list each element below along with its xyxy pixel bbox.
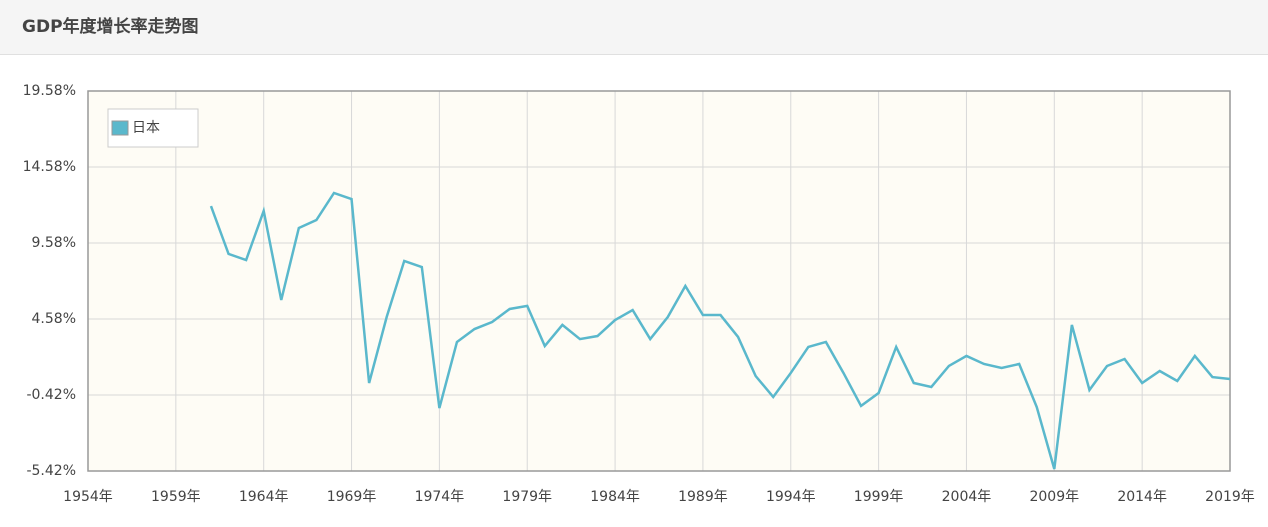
x-tick-label: 1999年 [854,489,904,505]
x-tick-label: 1994年 [766,489,816,505]
panel-title: GDP年度增长率走势图 [0,0,1268,55]
x-tick-label: 1984年 [590,489,640,505]
x-tick-label: 1989年 [678,489,728,505]
legend-swatch [111,120,129,136]
plot-border [87,90,1231,472]
x-tick-label: 1954年 [63,489,113,505]
x-tick-label: 1979年 [502,489,552,505]
x-tick-label: 2019年 [1205,489,1255,505]
y-tick-label: -5.42% [26,463,76,479]
x-tick-label: 1974年 [415,489,465,505]
data-line [209,191,1231,470]
x-tick-label: 2004年 [942,489,992,505]
y-tick-label: 4.58% [32,311,76,327]
y-tick-label: 9.58% [32,235,76,251]
y-tick-label: -0.42% [26,387,76,403]
plot-area [88,91,1230,471]
x-tick-label: 1969年 [327,489,377,505]
x-tick-label: 2014年 [1117,489,1167,505]
x-tick-label: 1959年 [151,489,201,505]
chart: -5.42% -0.42% 4.58% 9.58% 14.58% 19.58% 1954年 1… [23,83,1255,505]
x-tick-label: 2009年 [1029,489,1079,505]
x-tick-label: 1964年 [239,489,289,505]
y-tick-label: 14.58% [23,159,76,175]
legend-label: 日本 [132,120,160,136]
y-tick-label: 19.58% [23,83,76,99]
